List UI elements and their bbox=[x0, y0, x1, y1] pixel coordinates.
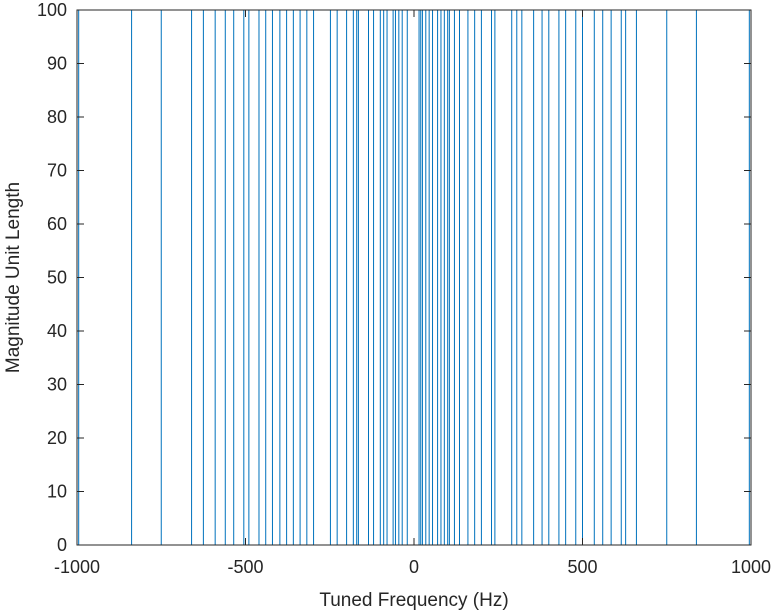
y-tick-labels: 0 10 20 30 40 50 60 70 80 90 100 bbox=[37, 0, 67, 555]
tick-marks bbox=[76, 9, 752, 546]
spike-line bbox=[77, 10, 751, 546]
x-tick-label: -500 bbox=[227, 557, 263, 577]
y-tick-label: 10 bbox=[47, 482, 67, 502]
axes-box bbox=[76, 9, 752, 546]
y-tick-label: 40 bbox=[47, 321, 67, 341]
y-tick-label: 30 bbox=[47, 375, 67, 395]
y-tick-label: 80 bbox=[47, 107, 67, 127]
y-tick-label: 0 bbox=[57, 535, 67, 555]
x-tick-label: 0 bbox=[409, 557, 419, 577]
x-axis-label: Tuned Frequency (Hz) bbox=[319, 590, 508, 611]
y-tick-label: 60 bbox=[47, 214, 67, 234]
y-axis-label: Magnitude Unit Length bbox=[3, 182, 24, 373]
x-tick-label: -1000 bbox=[54, 557, 100, 577]
x-tick-label: 500 bbox=[567, 557, 597, 577]
x-tick-labels: -1000 -500 0 500 1000 bbox=[54, 557, 771, 577]
y-tick-label: 50 bbox=[47, 268, 67, 288]
spike-series bbox=[77, 10, 751, 546]
y-tick-label: 70 bbox=[47, 161, 67, 181]
y-tick-label: 100 bbox=[37, 0, 67, 20]
y-tick-label: 20 bbox=[47, 428, 67, 448]
x-tick-label: 1000 bbox=[731, 557, 771, 577]
y-tick-label: 90 bbox=[47, 54, 67, 74]
